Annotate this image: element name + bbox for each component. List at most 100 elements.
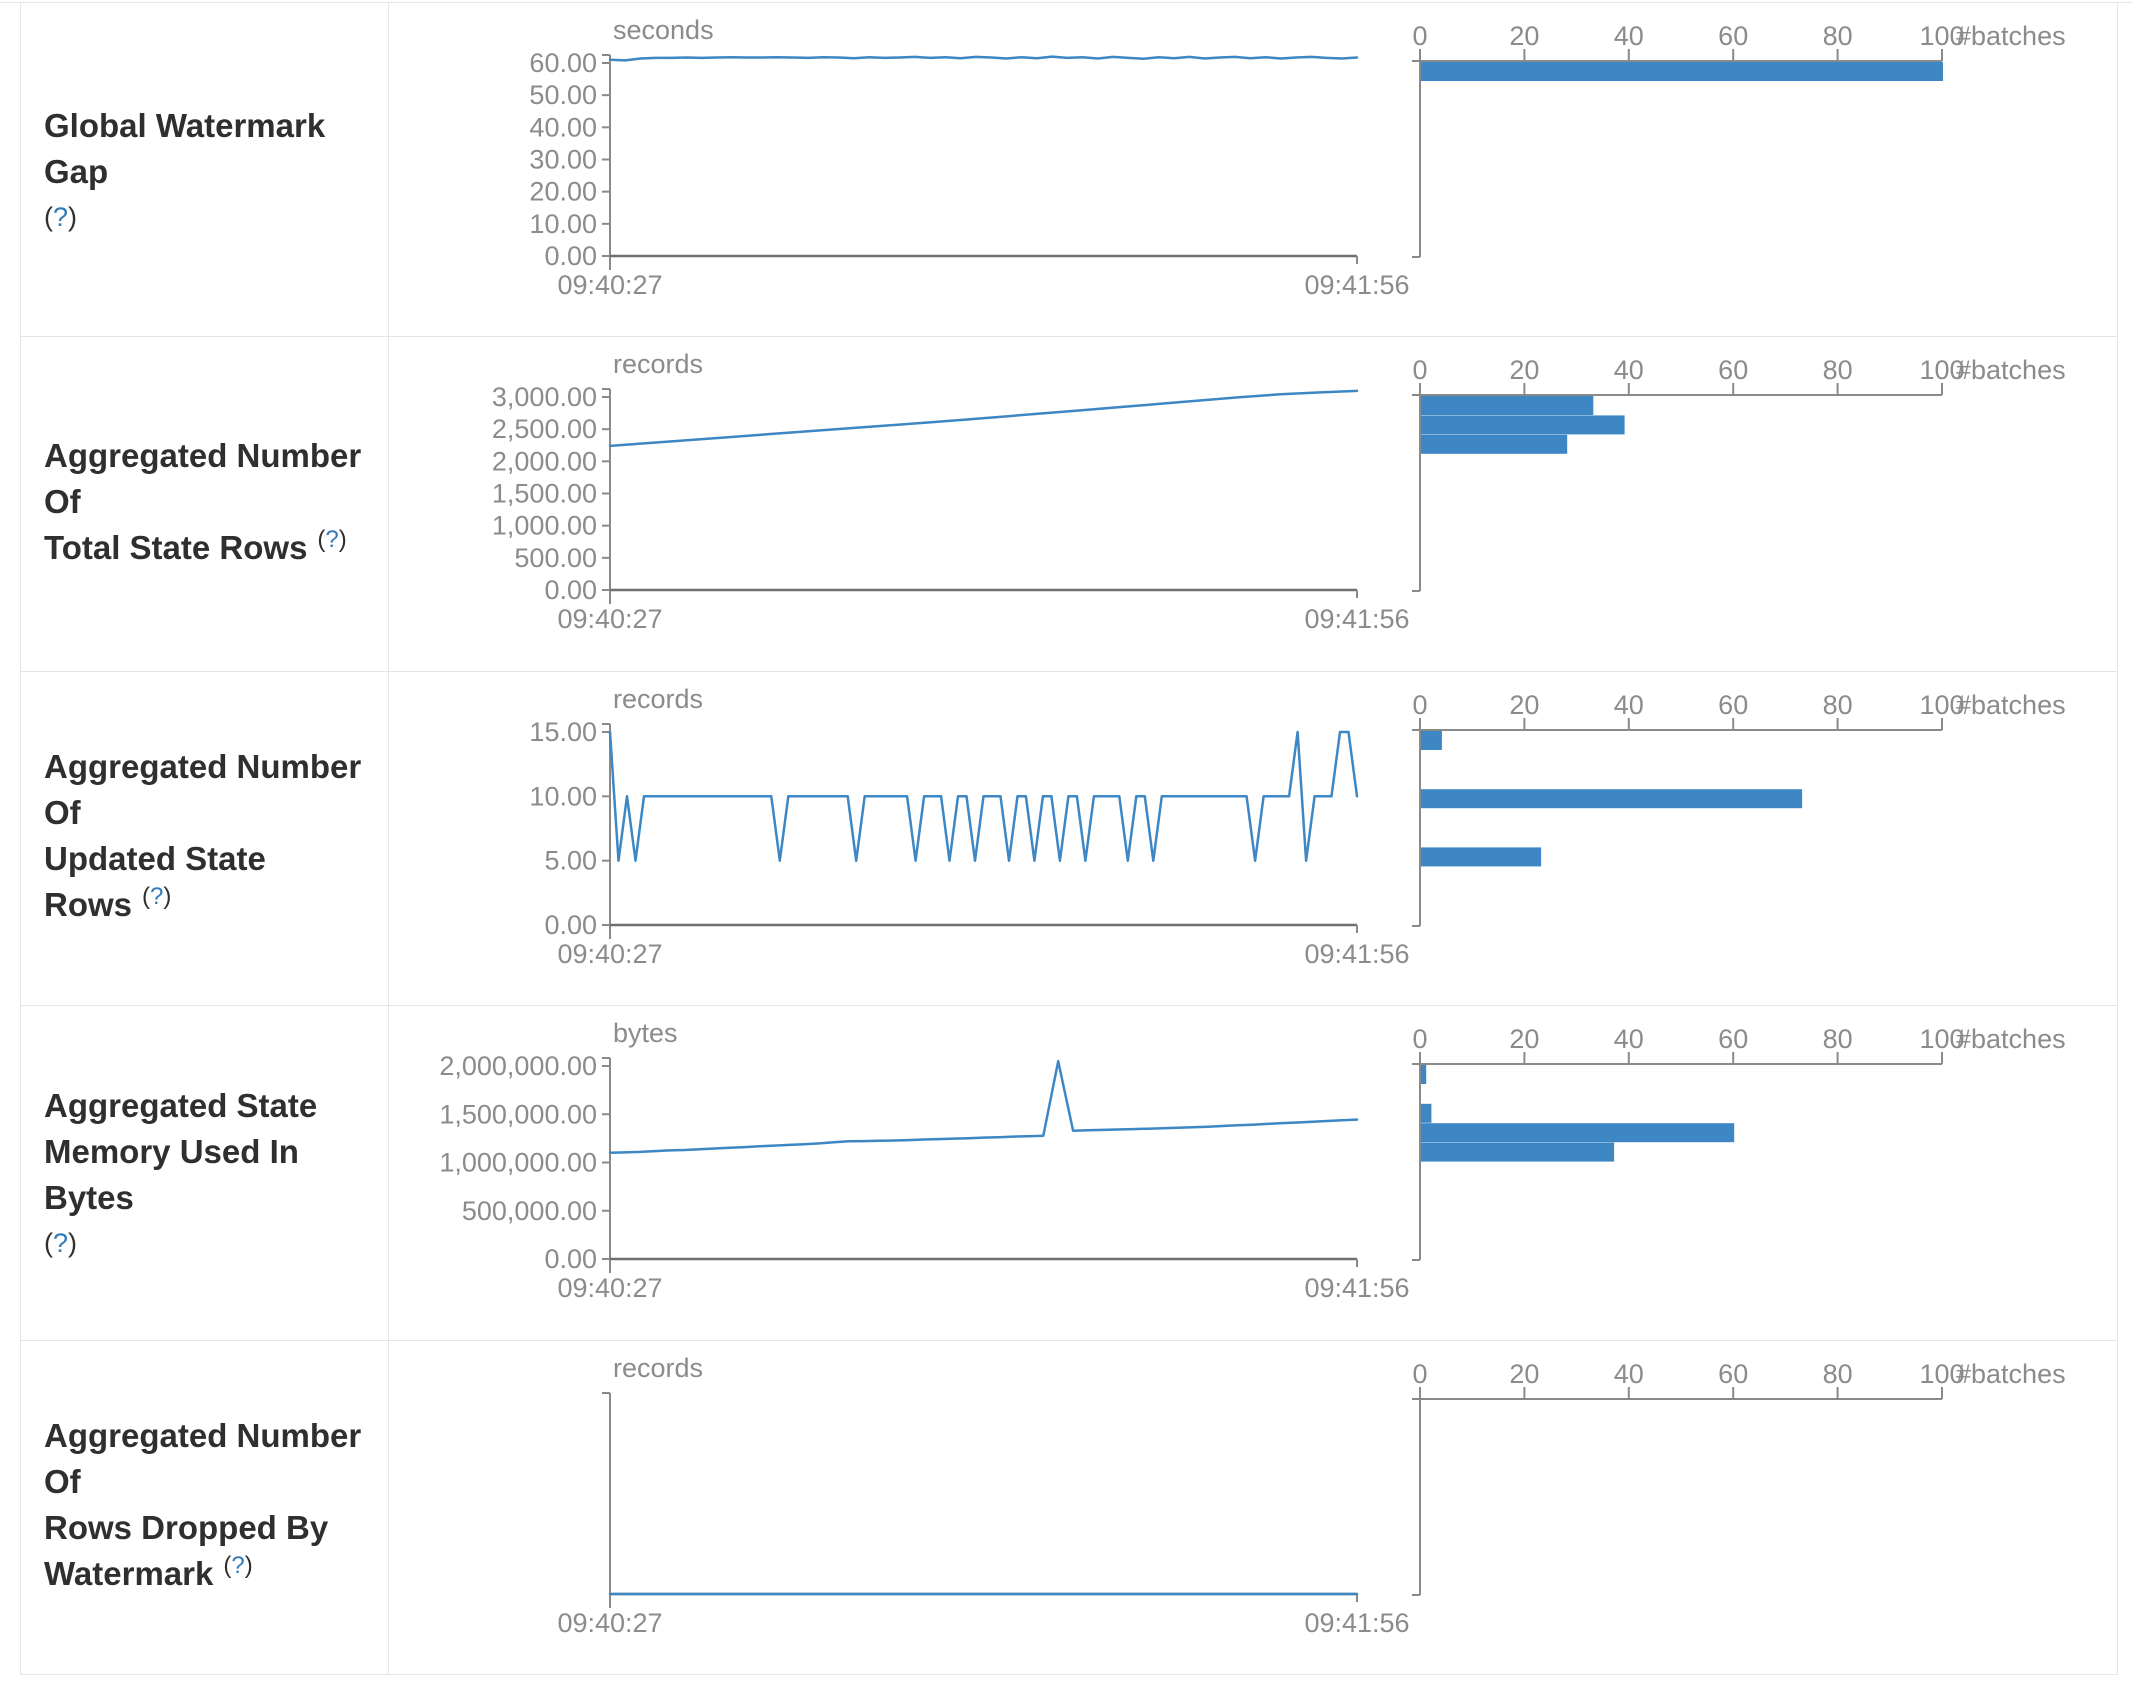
histogram-x-tick-label: 60 — [1718, 1359, 1748, 1389]
metric-row-updated-state-rows: records 15.00 10.00 5.00 0.00 09:40:27 09:41:5… — [21, 671, 2117, 1007]
histogram-x-tick-label: 60 — [1718, 1024, 1748, 1054]
histogram-x-tick-label: 100 — [1919, 21, 1964, 51]
metric-row-state-memory-bytes: bytes 2,000,000.00 1,500,000.00 1,000,000.0… — [21, 1006, 2117, 1341]
timeline-y-tick-label: 1,000,000.00 — [439, 1148, 597, 1178]
timeline-y-tick-label: 20.00 — [529, 177, 597, 207]
timeline-y-tick-label: 2,000,000.00 — [439, 1051, 597, 1081]
help-paren-close: ) — [244, 1552, 253, 1580]
histogram-unit-label: #batches — [1956, 1359, 2066, 1389]
metric-label-cell: Aggregated State Memory Used In Bytes (?) — [21, 1006, 389, 1340]
histogram-bar-state-memory-bytes — [1421, 1142, 1615, 1162]
charts-total-state-rows: records3,000.002,500.002,000.001,500.001… — [492, 349, 2066, 634]
histogram-x-tick-label: 60 — [1718, 355, 1748, 385]
histogram-x-tick-label: 80 — [1823, 1024, 1853, 1054]
help-paren-open: ( — [44, 1227, 53, 1258]
metric-title: Total State Rows — [44, 529, 308, 567]
timeline-y-tick-label: 30.00 — [529, 145, 597, 175]
timeline-end-time-label: 09:41:56 — [1304, 939, 1409, 969]
histogram-x-tick-label: 40 — [1614, 355, 1644, 385]
charts-global-watermark-gap: seconds 60.0050.0040.0030.0020.0010.000.0… — [529, 15, 2066, 300]
histogram-x-tick-label: 80 — [1823, 690, 1853, 720]
histogram-x-tick-label: 0 — [1412, 355, 1427, 385]
histogram-x-tick-label: 100 — [1919, 1024, 1964, 1054]
timeline-y-tick-label: 2,000.00 — [492, 447, 597, 477]
timeline-y-tick-label: 2,500.00 — [492, 415, 597, 445]
metric-label-cell: Aggregated Number Of Total State Rows (?) — [21, 337, 389, 671]
help-paren-open: ( — [317, 526, 326, 554]
metric-row-global-watermark-gap: seconds 60.00 50.00 40.00 30.00 20.00 10.00 0.0… — [21, 3, 2117, 338]
timeline-start-time-label: 09:40:27 — [557, 1608, 662, 1638]
timeline-unit-label: records — [613, 1353, 703, 1383]
help-paren-open: ( — [223, 1552, 232, 1580]
histogram-x-tick-label: 80 — [1823, 21, 1853, 51]
help-link[interactable]: (?) — [44, 1228, 77, 1258]
metric-title: Aggregated Number Of — [44, 437, 362, 521]
timeline-y-tick-label: 500,000.00 — [462, 1196, 597, 1226]
timeline-unit-label: records — [613, 349, 703, 379]
histogram-x-tick-label: 20 — [1509, 21, 1539, 51]
timeline-y-tick-label: 500.00 — [514, 543, 597, 573]
histogram-x-tick-label: 40 — [1614, 1359, 1644, 1389]
metric-title: Aggregated Number Of — [44, 1417, 362, 1501]
charts-rows-dropped-by-watermark: records 09:40:27 09:41:56 0 20 40 60 80 100#batc… — [557, 1353, 2066, 1638]
timeline-start-time-label: 09:40:27 — [557, 1273, 662, 1303]
help-paren-close: ) — [68, 201, 78, 232]
help-link[interactable]: (?) — [223, 1552, 252, 1579]
help-question-mark: ? — [325, 526, 339, 554]
help-paren-close: ) — [163, 883, 172, 911]
timeline-y-tick-label: 15.00 — [529, 717, 597, 747]
histogram-bar-total-state-rows — [1421, 415, 1625, 435]
statistics-table: seconds 60.00 50.00 40.00 30.00 20.00 10.00 0.0… — [20, 2, 2118, 1675]
timeline-y-tick-label: 0.00 — [544, 241, 597, 271]
histogram-unit-label: #batches — [1956, 21, 2066, 51]
metric-title: Aggregated Number Of — [44, 748, 362, 832]
timeline-line-total-state-rows — [608, 390, 1359, 448]
help-link[interactable]: (?) — [44, 202, 77, 232]
help-paren-open: ( — [142, 883, 151, 911]
timeline-y-tick-label: 60.00 — [529, 48, 597, 78]
timeline-start-time-label: 09:40:27 — [557, 270, 662, 300]
timeline-y-tick-label: 0.00 — [544, 910, 597, 940]
help-link[interactable]: (?) — [317, 526, 346, 553]
metric-title: Rows Dropped By — [44, 1509, 329, 1547]
help-paren-close: ) — [68, 1227, 78, 1258]
timeline-unit-label: bytes — [613, 1018, 678, 1048]
histogram-bar-updated-state-rows — [1421, 788, 1803, 808]
timeline-y-tick-label: 10.00 — [529, 781, 597, 811]
histogram-x-tick-label: 0 — [1412, 1024, 1427, 1054]
metric-title: Aggregated State — [44, 1086, 318, 1124]
histogram-bar-updated-state-rows — [1421, 730, 1442, 750]
help-question-mark: ? — [150, 883, 164, 911]
histogram-bar-total-state-rows — [1421, 435, 1568, 455]
histogram-bar-state-memory-bytes — [1421, 1123, 1735, 1143]
histogram-bar-total-state-rows — [1421, 396, 1594, 416]
histogram-x-tick-label: 60 — [1718, 21, 1748, 51]
help-question-mark: ? — [53, 201, 69, 232]
histogram-x-tick-label: 100 — [1919, 690, 1964, 720]
timeline-start-time-label: 09:40:27 — [557, 604, 662, 634]
timeline-line-state-memory-bytes — [608, 1060, 1359, 1155]
histogram-bar-state-memory-bytes — [1421, 1103, 1432, 1123]
timeline-unit-label: seconds — [613, 15, 714, 45]
histogram-x-tick-label: 0 — [1412, 690, 1427, 720]
histogram-bar-global-watermark-gap — [1421, 62, 1943, 81]
histogram-x-tick-label: 60 — [1718, 690, 1748, 720]
histogram-x-tick-label: 80 — [1823, 355, 1853, 385]
timeline-y-tick-label: 1,500,000.00 — [439, 1099, 597, 1129]
histogram-x-tick-label: 20 — [1509, 355, 1539, 385]
timeline-y-tick-label: 0.00 — [544, 1244, 597, 1274]
help-paren-close: ) — [338, 526, 347, 554]
histogram-x-tick-label: 100 — [1919, 355, 1964, 385]
metric-label-cell: Aggregated Number Of Rows Dropped By Water… — [21, 1340, 389, 1674]
histogram-x-tick-label: 100 — [1919, 1359, 1964, 1389]
metric-title: Updated State Rows — [44, 840, 266, 924]
help-link[interactable]: (?) — [142, 883, 171, 910]
timeline-line-updated-state-rows — [608, 730, 1359, 862]
timeline-end-time-label: 09:41:56 — [1304, 270, 1409, 300]
timeline-y-tick-label: 3,000.00 — [492, 382, 597, 412]
timeline-end-time-label: 09:41:56 — [1304, 1608, 1409, 1638]
metric-row-total-state-rows: records 3,000.00 2,500.00 2,000.00 1,500.00 1… — [21, 337, 2117, 672]
help-question-mark: ? — [53, 1227, 69, 1258]
help-paren-open: ( — [44, 201, 53, 232]
timeline-unit-label: records — [613, 684, 703, 714]
